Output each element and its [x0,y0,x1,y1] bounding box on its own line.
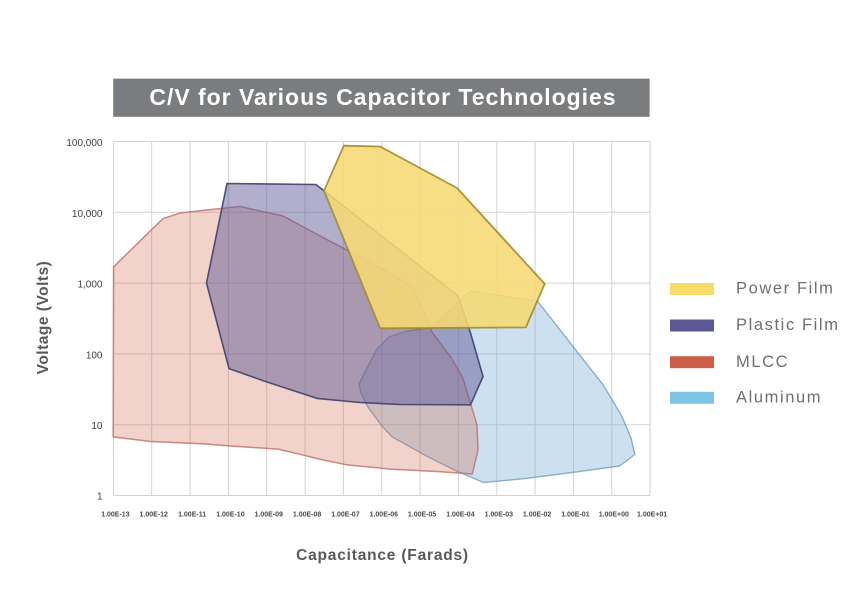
svg-text:1: 1 [97,492,103,503]
svg-text:1.00E-10: 1.00E-10 [216,512,245,519]
svg-text:1.00E-03: 1.00E-03 [485,512,514,519]
svg-text:1.00E-08: 1.00E-08 [293,512,322,519]
svg-text:1.00E+00: 1.00E+00 [599,512,629,519]
svg-text:1.00E-04: 1.00E-04 [446,512,475,519]
svg-text:Voltage (Volts): Voltage (Volts) [35,261,52,375]
svg-text:Aluminum: Aluminum [736,389,822,407]
svg-text:Capacitance (Farads): Capacitance (Farads) [296,547,469,564]
svg-text:1.00E-11: 1.00E-11 [178,512,206,519]
svg-text:MLCC: MLCC [736,353,789,371]
svg-text:100: 100 [86,350,103,361]
svg-text:1.00E-13: 1.00E-13 [101,512,130,519]
svg-text:10: 10 [91,421,103,432]
svg-text:10,000: 10,000 [72,209,103,220]
svg-text:1.00E-02: 1.00E-02 [523,512,552,519]
svg-text:Plastic Film: Plastic Film [736,316,840,334]
svg-text:Power Film: Power Film [736,280,835,298]
svg-text:C/V for Various Capacitor Tech: C/V for Various Capacitor Technologies [149,84,616,110]
svg-text:1.00E-06: 1.00E-06 [370,512,399,519]
svg-text:1.00E-12: 1.00E-12 [139,512,168,519]
svg-text:1.00E-09: 1.00E-09 [254,512,283,519]
svg-text:1.00E-05: 1.00E-05 [408,512,437,519]
svg-text:1.00E-07: 1.00E-07 [331,512,360,519]
svg-text:1,000: 1,000 [77,280,102,291]
svg-text:1.00E+01: 1.00E+01 [637,512,667,519]
svg-text:100,000: 100,000 [66,138,103,149]
svg-text:1.00E-01: 1.00E-01 [561,512,590,519]
